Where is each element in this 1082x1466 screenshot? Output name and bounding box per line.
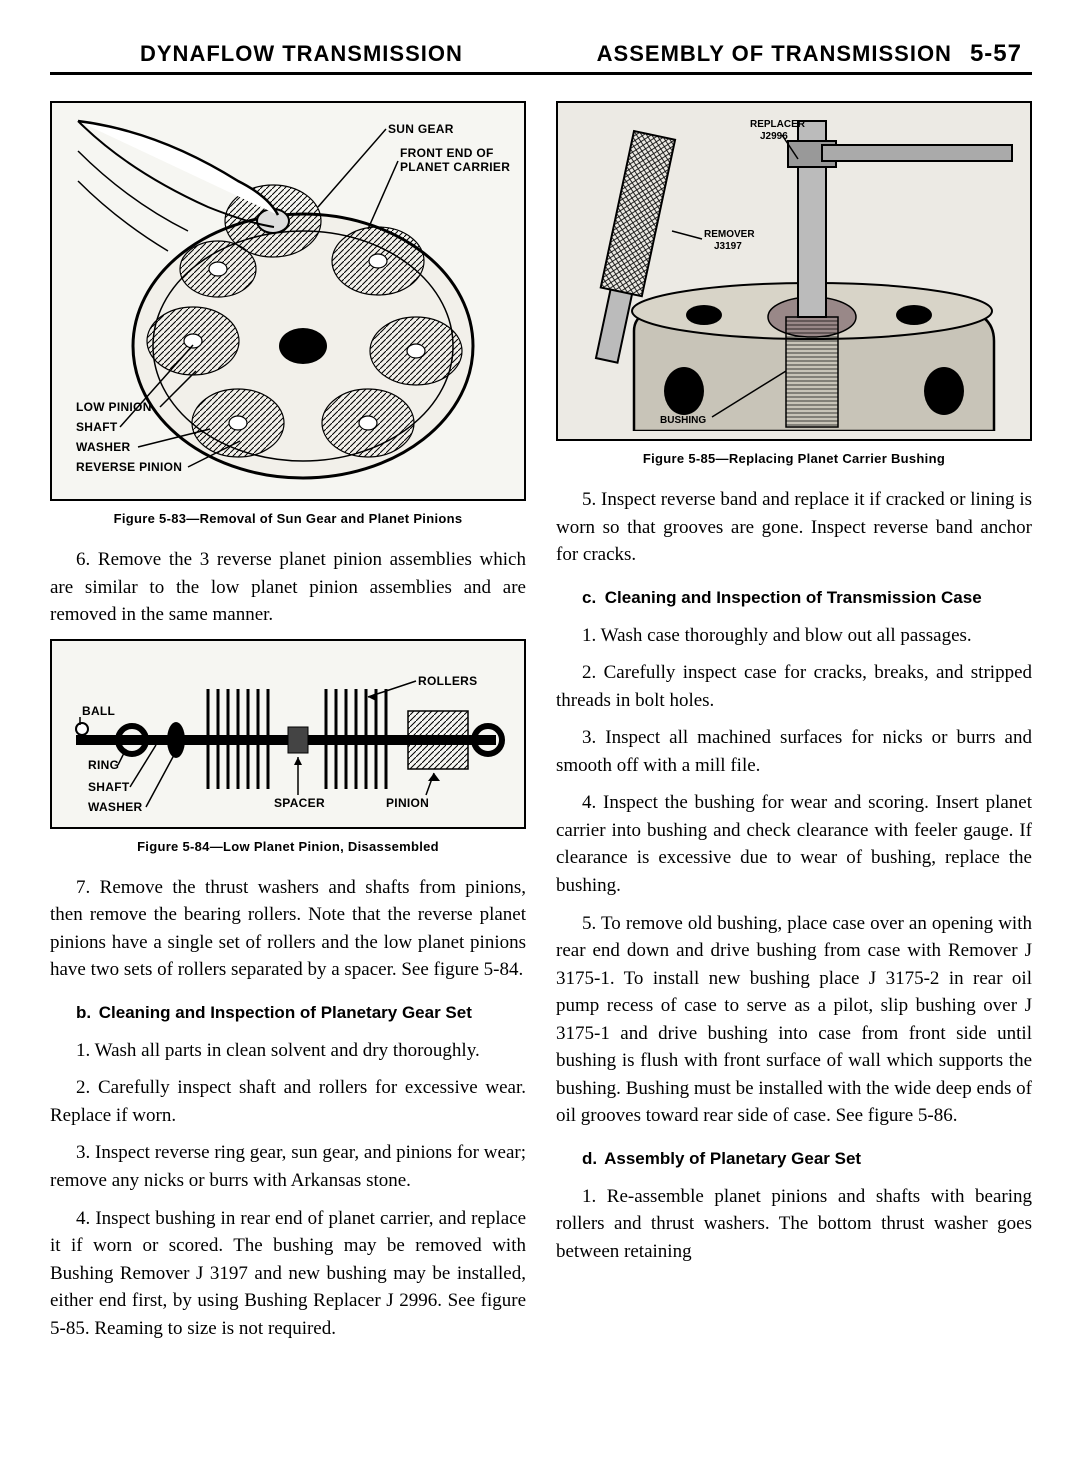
header-right-title: ASSEMBLY OF TRANSMISSION (597, 41, 952, 67)
subhead-b: b. Cleaning and Inspection of Planetary … (76, 1002, 526, 1025)
subhead-b-title: Cleaning and Inspection of Planetary Gea… (99, 1003, 472, 1022)
subhead-d-letter: d. (582, 1148, 600, 1171)
figure-5-83: SUN GEAR FRONT END OF PLANET CARRIER LOW… (50, 101, 526, 501)
label-front-end-bot: PLANET CARRIER (400, 160, 510, 174)
label-sun-gear: SUN GEAR (388, 122, 454, 136)
para-d1: 1. Re-assemble planet pinions and shafts… (556, 1183, 1032, 1266)
label-rollers: ROLLERS (418, 674, 477, 688)
para-b1: 1. Wash all parts in clean solvent and d… (50, 1037, 526, 1065)
para-7: 7. Remove the thrust washers and shafts … (50, 874, 526, 984)
label-replacer: REPLACER (750, 119, 806, 130)
label-low-pinion: LOW PINION (76, 400, 152, 414)
label-shaft-84: SHAFT (88, 780, 130, 794)
subhead-d: d. Assembly of Planetary Gear Set (582, 1148, 1032, 1171)
label-washer-84: WASHER (88, 800, 143, 814)
subhead-c-letter: c. (582, 587, 600, 610)
page-header: DYNAFLOW TRANSMISSION ASSEMBLY OF TRANSM… (50, 40, 1032, 75)
subhead-d-title: Assembly of Planetary Gear Set (604, 1149, 861, 1168)
label-bushing: BUSHING (660, 415, 706, 426)
header-right-wrap: ASSEMBLY OF TRANSMISSION 5-57 (597, 40, 1022, 68)
para-c3: 3. Inspect all machined surfaces for nic… (556, 724, 1032, 779)
label-reverse-pinion: REVERSE PINION (76, 460, 182, 474)
left-column: SUN GEAR FRONT END OF PLANET CARRIER LOW… (50, 101, 526, 1352)
label-washer: WASHER (76, 440, 131, 454)
para-b3: 3. Inspect reverse ring gear, sun gear, … (50, 1139, 526, 1194)
label-replacer-num: J2996 (760, 131, 788, 142)
figure-5-84-caption: Figure 5-84—Low Planet Pinion, Disassemb… (50, 839, 526, 854)
label-pinion: PINION (386, 796, 429, 810)
figure-5-85: REPLACER J2996 REMOVER J3197 BUSHING (556, 101, 1032, 441)
label-remover: REMOVER (704, 229, 755, 240)
para-6: 6. Remove the 3 reverse planet pinion as… (50, 546, 526, 629)
label-ball: BALL (82, 704, 115, 718)
subhead-b-letter: b. (76, 1002, 94, 1025)
para-c2: 2. Carefully inspect case for cracks, br… (556, 659, 1032, 714)
label-ring: RING (88, 758, 119, 772)
label-remover-num: J3197 (714, 241, 742, 252)
figure-5-84: ROLLERS BALL RING SHAFT WASHER SPACER PI… (50, 639, 526, 829)
label-spacer: SPACER (274, 796, 325, 810)
para-b4: 4. Inspect bushing in rear end of planet… (50, 1205, 526, 1343)
subhead-c: c. Cleaning and Inspection of Transmissi… (582, 587, 1032, 610)
page-number: 5-57 (970, 40, 1022, 68)
figure-5-85-caption: Figure 5-85—Replacing Planet Carrier Bus… (556, 451, 1032, 466)
label-front-end-top: FRONT END OF (400, 146, 494, 160)
subhead-c-title: Cleaning and Inspection of Transmission … (605, 588, 982, 607)
para-c5: 5. To remove old bushing, place case ove… (556, 910, 1032, 1130)
two-column-layout: SUN GEAR FRONT END OF PLANET CARRIER LOW… (50, 101, 1032, 1352)
label-shaft: SHAFT (76, 420, 118, 434)
para-c4: 4. Inspect the bushing for wear and scor… (556, 789, 1032, 899)
para-top5: 5. Inspect reverse band and replace it i… (556, 486, 1032, 569)
right-column: REPLACER J2996 REMOVER J3197 BUSHING Fig… (556, 101, 1032, 1352)
header-left-title: DYNAFLOW TRANSMISSION (140, 41, 463, 67)
para-c1: 1. Wash case thoroughly and blow out all… (556, 622, 1032, 650)
figure-5-83-caption: Figure 5-83—Removal of Sun Gear and Plan… (50, 511, 526, 526)
para-b2: 2. Carefully inspect shaft and rollers f… (50, 1074, 526, 1129)
